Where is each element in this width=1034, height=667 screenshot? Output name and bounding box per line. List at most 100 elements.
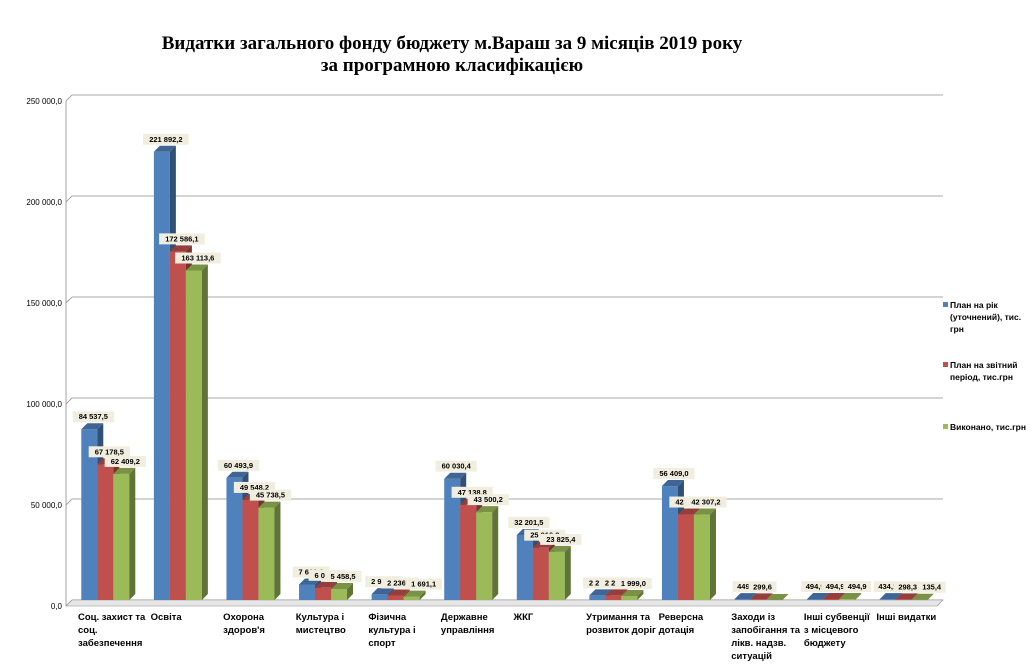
bar-front (242, 499, 259, 600)
legend: План на рік (уточнений), тис. грн План на з… (943, 300, 1026, 432)
bar-top (839, 593, 862, 600)
legend-label: Виконано, тис.грн (950, 422, 1026, 432)
data-label: 298,3 (898, 582, 917, 591)
bar (113, 467, 136, 600)
bar (331, 582, 354, 600)
data-label: 32 201,5 (514, 518, 543, 527)
data-label-bg (72, 411, 114, 423)
bars (81, 145, 934, 600)
bar-front (693, 514, 710, 600)
category-label: Фізична культура і спорт (368, 612, 415, 649)
bar-top (185, 264, 208, 271)
bar-front (387, 595, 404, 600)
bar-top (387, 589, 410, 596)
bar-front (839, 599, 856, 600)
bar-top (734, 593, 757, 600)
bar-top (895, 593, 918, 600)
bar-front (677, 514, 694, 600)
bar-side (927, 593, 934, 600)
data-label: 221 892,2 (149, 135, 182, 144)
category-label: Охорона здоров'я (223, 612, 265, 636)
chart-subtitle: за програмною класифікацією (321, 55, 583, 76)
bar-side (492, 506, 499, 600)
data-label-bg (451, 486, 493, 498)
data-label: 5 458,5 (331, 572, 356, 581)
data-label-bg (381, 577, 419, 589)
legend-swatch (943, 302, 948, 307)
category-label: Соц. захист та соц. забезпечення (78, 612, 146, 649)
bar (693, 508, 716, 600)
data-label: 494,9 (806, 582, 825, 591)
data-label: 67 178,5 (95, 447, 124, 456)
bar-side (274, 501, 281, 600)
bar-front (621, 595, 638, 600)
data-label-bg (88, 446, 130, 458)
bar (548, 545, 571, 600)
category-label: Реверсна дотація (659, 612, 704, 636)
data-label: 47 138,8 (458, 488, 487, 497)
bar (476, 506, 499, 600)
category-label: ЖКГ (513, 612, 534, 623)
bar-top (677, 508, 700, 515)
y-tick-label: 250 000,0 (26, 97, 62, 106)
bar-front (879, 599, 896, 600)
bar-front (895, 599, 912, 600)
bar-front (371, 594, 388, 600)
bar-side (419, 590, 426, 600)
bar-front (185, 270, 202, 600)
data-label-bg (917, 581, 946, 593)
bar-front (823, 599, 840, 600)
data-label-bg (614, 577, 652, 589)
bar-front (548, 551, 565, 600)
data-label: 45 738,5 (256, 491, 285, 500)
bar-top (766, 594, 789, 600)
y-tick-label: 50 000,0 (31, 501, 63, 510)
bar-top (879, 593, 902, 600)
bar-front (807, 599, 824, 600)
category-label: Освіта (151, 612, 183, 623)
bar-front (734, 599, 751, 600)
bar-side (347, 582, 354, 600)
bar-front (460, 504, 477, 600)
bar-top (315, 581, 338, 588)
data-label: 43 500,2 (474, 495, 503, 504)
bar-top (81, 423, 104, 430)
data-label-bg (893, 581, 922, 593)
chart-title: Видатки загального фонду бюджету м.Вараш… (162, 33, 743, 54)
data-label-bg (159, 233, 205, 245)
bar-front (169, 251, 186, 600)
data-label-bg (104, 455, 146, 467)
data-labels: 84 537,5 67 178,562 409,2 221 892,2 172 586… (72, 133, 946, 593)
data-label: 449,6 (737, 582, 756, 591)
bar-top (621, 589, 644, 596)
y-tick-label: 0,0 (51, 602, 63, 611)
data-label-bg (467, 494, 509, 506)
y-tick-label: 200 000,0 (26, 198, 62, 207)
bar (766, 594, 789, 600)
bar-side (855, 593, 862, 600)
bar-front (589, 595, 606, 600)
bar-top (153, 145, 176, 152)
data-label-bg (249, 489, 292, 501)
chart-floor (65, 599, 944, 607)
bar-front (750, 599, 767, 600)
bar-top (444, 472, 467, 479)
data-label: 163 113,6 (181, 254, 214, 263)
category-label: Інші субвенції з місцевого бюджету (804, 612, 870, 649)
y-tick-label: 100 000,0 (26, 400, 62, 409)
bar-top (750, 593, 773, 600)
legend-label: План на звітний період, тис.грн (950, 360, 1018, 382)
data-label: 1 999,0 (621, 579, 646, 588)
data-label: 84 537,5 (79, 412, 108, 421)
category-label: Заходи із запобігання та лікв. надзв. ситуа… (731, 612, 800, 662)
bar-top (693, 508, 716, 515)
gridline-diag (65, 94, 73, 102)
gridline-diag (65, 195, 73, 203)
data-label: 49 548,2 (240, 483, 269, 492)
bar-top (823, 593, 846, 600)
data-label: 1 691,1 (411, 580, 436, 589)
category-label: Культура і мистецтво (296, 612, 346, 636)
data-label: 172 586,1 (165, 234, 198, 243)
data-label: 23 825,4 (546, 535, 576, 544)
